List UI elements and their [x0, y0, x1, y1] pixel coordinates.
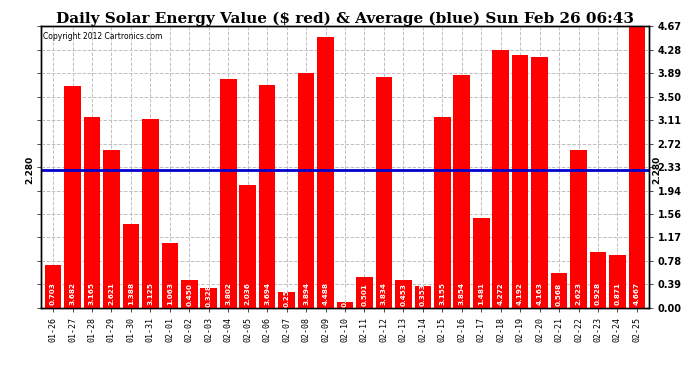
Text: 0.085: 0.085 — [342, 284, 348, 307]
Bar — [453, 75, 470, 308]
Text: 1.481: 1.481 — [478, 282, 484, 305]
Text: 4.192: 4.192 — [517, 282, 523, 305]
Bar — [493, 50, 509, 308]
Bar — [201, 288, 217, 308]
Text: 0.328: 0.328 — [206, 284, 212, 306]
Bar — [317, 37, 334, 308]
Text: Copyright 2012 Cartronics.com: Copyright 2012 Cartronics.com — [43, 32, 162, 41]
Text: Daily Solar Energy Value ($ red) & Average (blue) Sun Feb 26 06:43: Daily Solar Energy Value ($ red) & Avera… — [56, 11, 634, 26]
Text: 1.388: 1.388 — [128, 282, 134, 305]
Text: 2.621: 2.621 — [108, 282, 115, 305]
Bar — [83, 117, 100, 308]
Text: 2.280: 2.280 — [653, 156, 662, 184]
Bar — [512, 55, 529, 308]
Bar — [259, 85, 275, 308]
Bar — [473, 218, 489, 308]
Bar — [337, 302, 353, 307]
Text: 3.682: 3.682 — [70, 282, 75, 305]
Text: 4.272: 4.272 — [497, 282, 504, 305]
Text: 0.501: 0.501 — [362, 283, 368, 306]
Text: 0.259: 0.259 — [284, 284, 290, 307]
Bar — [356, 278, 373, 308]
Bar — [278, 292, 295, 308]
Text: 2.280: 2.280 — [26, 156, 34, 184]
Bar — [395, 280, 412, 308]
Bar — [104, 150, 120, 308]
Text: 1.063: 1.063 — [167, 282, 173, 305]
Text: 0.703: 0.703 — [50, 283, 56, 305]
Text: 0.453: 0.453 — [400, 283, 406, 306]
Text: 0.871: 0.871 — [615, 282, 620, 305]
Text: 3.694: 3.694 — [264, 282, 270, 305]
Text: 3.165: 3.165 — [89, 282, 95, 305]
Bar — [64, 86, 81, 308]
Text: 3.834: 3.834 — [381, 282, 387, 305]
Text: 0.568: 0.568 — [556, 283, 562, 306]
Bar — [220, 78, 237, 308]
Bar — [142, 119, 159, 308]
Bar — [161, 243, 178, 308]
Text: 3.854: 3.854 — [459, 282, 465, 305]
Text: 2.623: 2.623 — [575, 282, 582, 305]
Bar — [551, 273, 567, 308]
Bar — [298, 73, 315, 308]
Bar — [590, 252, 607, 308]
Text: 3.125: 3.125 — [148, 282, 153, 305]
Text: 0.450: 0.450 — [186, 283, 193, 306]
Text: 4.163: 4.163 — [537, 282, 542, 305]
Bar — [609, 255, 626, 308]
Bar — [434, 117, 451, 308]
Bar — [629, 26, 645, 308]
Bar — [181, 280, 197, 308]
Bar — [239, 185, 256, 308]
Text: 3.802: 3.802 — [225, 282, 231, 305]
Text: 3.155: 3.155 — [440, 282, 445, 305]
Bar — [415, 286, 431, 308]
Bar — [531, 57, 548, 308]
Text: 0.353: 0.353 — [420, 284, 426, 306]
Text: 0.928: 0.928 — [595, 282, 601, 305]
Text: 3.894: 3.894 — [303, 282, 309, 305]
Text: 4.488: 4.488 — [322, 282, 328, 305]
Text: 2.036: 2.036 — [245, 282, 250, 305]
Bar — [45, 265, 61, 308]
Bar — [375, 76, 392, 308]
Bar — [570, 150, 586, 308]
Text: 4.667: 4.667 — [634, 282, 640, 305]
Bar — [123, 224, 139, 308]
